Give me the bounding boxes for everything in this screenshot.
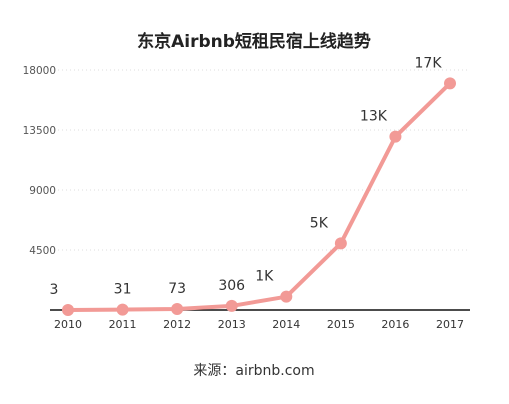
data-point [334,237,347,250]
data-label: 5K [310,215,329,231]
data-point [171,303,184,316]
x-tick-label: 2012 [163,318,191,331]
x-axis-tick-labels: 2010 2011 2012 2013 2014 2015 2016 2017 [54,318,464,331]
data-point [62,303,74,316]
data-labels: 3 31 73 306 1K 5K 13K 17K [50,55,443,298]
data-points [62,77,456,316]
data-point [116,303,129,316]
data-label: 73 [168,281,186,297]
series-line [66,81,452,312]
y-tick-label: 18000 [23,65,56,77]
x-tick-label: 2016 [381,318,409,331]
y-axis-tick-labels: 4500 9000 13500 18000 [23,65,56,257]
x-tick-label: 2014 [272,318,300,331]
x-tick-label: 2017 [436,318,464,331]
source-text: 来源：airbnb.com [193,363,314,379]
x-tick-label: 2011 [109,318,137,331]
data-point [225,299,238,312]
x-tick-label: 2013 [218,318,246,331]
y-tick-label: 9000 [29,185,56,197]
x-tick-label: 2015 [327,318,355,331]
data-label: 306 [218,278,245,294]
data-point [280,290,293,303]
y-tick-label: 4500 [29,245,56,257]
data-label: 1K [255,269,274,285]
data-point [444,77,456,90]
chart-title: 东京Airbnb短租民宿上线趋势 [137,31,371,52]
data-label: 17K [415,55,443,71]
data-point [389,130,402,143]
data-label: 3 [50,282,59,298]
x-tick-label: 2010 [54,318,82,331]
gridlines [50,69,470,251]
y-tick-label: 13500 [23,125,56,137]
data-label: 31 [114,282,132,298]
data-label: 13K [360,109,388,125]
